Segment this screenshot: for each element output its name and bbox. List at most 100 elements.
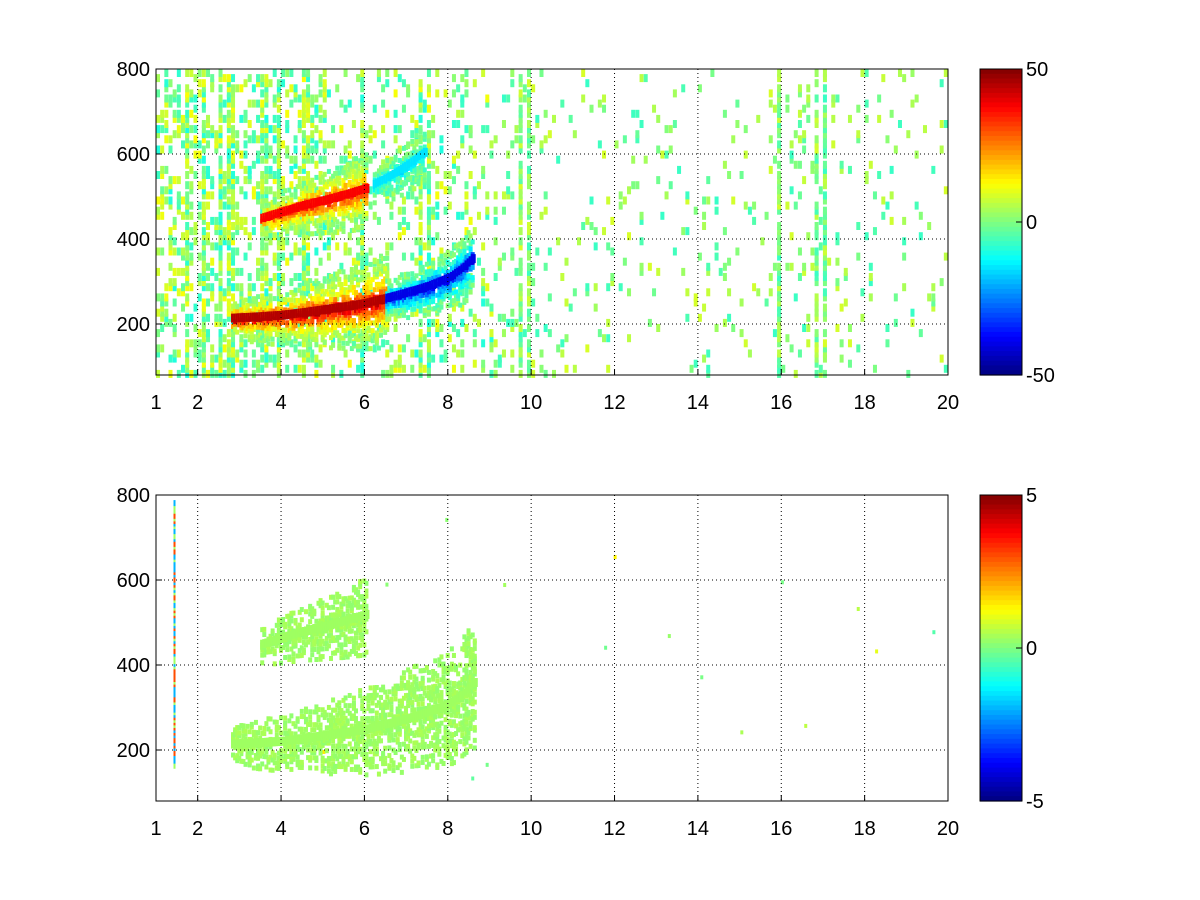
heatmap-cell: [731, 324, 735, 332]
heatmap-cell: [406, 84, 410, 92]
heatmap-cell: [194, 95, 198, 103]
heatmap-cell: [189, 166, 193, 174]
heatmap-cell: [294, 242, 298, 250]
heatmap-cell: [281, 140, 285, 148]
heatmap-cell: [573, 365, 577, 373]
heatmap-cell: [485, 95, 489, 103]
heatmap-cell: [331, 595, 335, 600]
heatmap-cell: [702, 197, 706, 205]
heatmap-cell: [385, 350, 389, 358]
heatmap-cell: [419, 129, 423, 134]
heatmap-cell: [227, 197, 231, 205]
heatmap-cell: [377, 267, 381, 272]
heatmap-cell: [573, 288, 577, 296]
heatmap-cell: [206, 166, 210, 174]
heatmap-cell: [835, 95, 839, 103]
heatmap-cell: [623, 258, 627, 266]
heatmap-cell: [940, 79, 944, 87]
heatmap-cell: [244, 360, 248, 368]
heatmap-cell: [544, 135, 548, 143]
heatmap-cell: [198, 273, 202, 281]
heatmap-cell: [385, 271, 389, 276]
heatmap-cell: [219, 329, 223, 337]
heatmap-cell: [398, 283, 402, 288]
heatmap-cell: [198, 181, 202, 189]
heatmap-cell: [385, 583, 388, 587]
heatmap-cell: [335, 224, 339, 229]
heatmap-cell: [264, 115, 268, 123]
heatmap-cell: [327, 605, 331, 610]
heatmap-cell: [337, 343, 341, 348]
heatmap-cell: [244, 191, 248, 199]
heatmap-cell: [498, 355, 502, 363]
colorbar-segment: [980, 241, 1022, 246]
heatmap-cell: [310, 216, 314, 221]
heatmap-cell: [269, 186, 273, 194]
heatmap-cell: [848, 115, 852, 123]
heatmap-cell: [619, 202, 623, 210]
heatmap-cell: [452, 324, 456, 332]
heatmap-cell: [312, 609, 316, 614]
heatmap-cell: [865, 115, 869, 123]
heatmap-cell: [310, 115, 314, 123]
heatmap-cell: [277, 289, 281, 294]
heatmap-cell: [283, 216, 287, 221]
heatmap-cell: [773, 156, 777, 164]
heatmap-cell: [464, 298, 468, 303]
heatmap-cell: [385, 256, 389, 261]
heatmap-cell: [502, 207, 506, 215]
heatmap-cell: [256, 74, 260, 82]
heatmap-cell: [944, 186, 948, 194]
heatmap-cell: [310, 146, 314, 154]
heatmap-cell: [735, 248, 739, 256]
heatmap-cell: [333, 312, 337, 317]
heatmap-cell: [291, 657, 295, 662]
heatmap-cell: [840, 355, 844, 363]
heatmap-cell: [337, 269, 341, 274]
heatmap-cell: [723, 263, 727, 271]
heatmap-cell: [485, 283, 489, 291]
heatmap-cell: [302, 229, 306, 234]
heatmap-cell: [402, 253, 406, 261]
heatmap-cell: [804, 724, 807, 728]
heatmap-cell: [539, 212, 543, 220]
heatmap-cell: [164, 69, 168, 77]
heatmap-cell: [506, 151, 510, 159]
heatmap-cell: [189, 339, 193, 347]
heatmap-cell: [940, 355, 944, 363]
heatmap-cell: [460, 95, 464, 103]
heatmap-cell: [252, 217, 256, 225]
heatmap-cell: [473, 186, 477, 194]
heatmap-cell: [294, 618, 298, 623]
heatmap-cell: [469, 146, 473, 154]
heatmap-cell: [298, 220, 302, 225]
heatmap-cell: [319, 74, 323, 82]
heatmap-cell: [283, 328, 287, 333]
heatmap-cell: [264, 721, 268, 726]
heatmap-cell: [519, 105, 523, 113]
heatmap-cell: [819, 365, 823, 373]
heatmap-cell: [273, 327, 277, 332]
heatmap-cell: [177, 288, 181, 296]
heatmap-cell: [381, 159, 385, 164]
heatmap-cell: [944, 365, 948, 373]
heatmap-cell: [358, 653, 362, 658]
heatmap-cell: [723, 110, 727, 118]
heatmap-cell: [381, 125, 385, 133]
heatmap-cell: [427, 339, 431, 347]
heatmap-cell: [429, 269, 433, 274]
heatmap-cell: [206, 140, 210, 148]
heatmap-cell: [327, 253, 331, 261]
heatmap-cell: [314, 140, 318, 148]
heatmap-cell: [262, 726, 266, 731]
heatmap-cell: [364, 152, 368, 157]
heatmap-cell: [848, 339, 852, 347]
heatmap-cell: [285, 110, 289, 118]
heatmap-cell: [590, 105, 594, 113]
heatmap-cell: [464, 202, 468, 210]
heatmap-cell: [527, 202, 531, 210]
heatmap-cell: [798, 110, 802, 118]
heatmap-cell: [248, 283, 252, 291]
colorbar-segment: [980, 346, 1022, 351]
heatmap-cell: [648, 319, 652, 327]
